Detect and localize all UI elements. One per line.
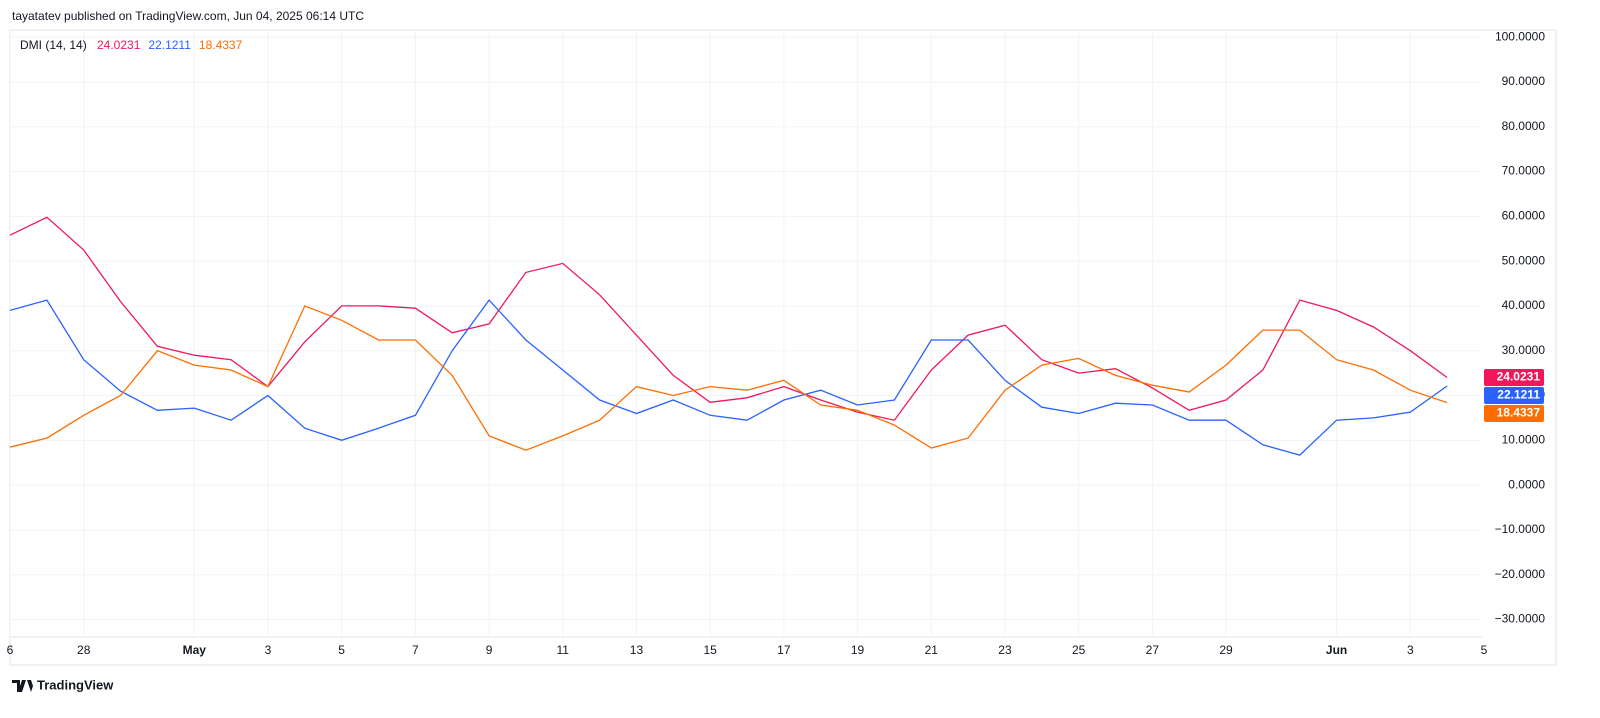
x-tick-label: May: [183, 643, 207, 657]
y-tick-label: 80.0000: [1502, 119, 1546, 133]
dmi-line: [10, 305, 1448, 451]
x-tick-label: 5: [338, 643, 345, 657]
y-tick-label: 50.0000: [1502, 253, 1546, 267]
x-tick-label: 7: [412, 643, 419, 657]
x-tick-label: 23: [998, 643, 1012, 657]
x-tick-label: 29: [1219, 643, 1233, 657]
price-tag: [1484, 369, 1544, 387]
x-tick-label: 21: [925, 643, 939, 657]
x-tick-label: 3: [265, 643, 272, 657]
y-tick-label: −10.0000: [1495, 522, 1546, 536]
logo: [12, 680, 33, 692]
dmi-line: [10, 299, 1448, 456]
y-tick-label: 10.0000: [1502, 433, 1546, 447]
y-tick-label: −30.0000: [1495, 612, 1546, 626]
x-tick-label: 17: [777, 643, 791, 657]
chart-frame: [9, 29, 1557, 666]
footer: TradingView: [37, 677, 114, 692]
x-tick-label: 11: [557, 643, 570, 657]
x-tick-label: 27: [1146, 643, 1160, 657]
header: tayatatev published on TradingView.com, …: [12, 9, 364, 23]
x-tick-label: 6: [7, 643, 14, 657]
x-tick-label: 5: [1481, 643, 1488, 657]
legend-value: 18.4337: [199, 38, 243, 52]
y-tick-label: 30.0000: [1502, 343, 1546, 357]
y-tick-label: 100.0000: [1495, 29, 1545, 43]
price-tag-label: 24.0231: [1497, 370, 1541, 384]
legend-title: DMI (14, 14): [20, 38, 87, 52]
x-tick-label: 13: [630, 643, 644, 657]
x-tick-label: 15: [703, 643, 717, 657]
legend-value: 24.0231: [97, 38, 141, 52]
x-tick-label: 19: [851, 643, 865, 657]
dmi-line: [10, 216, 1448, 421]
x-tick-label: 25: [1072, 643, 1086, 657]
price-tag: [1484, 387, 1544, 405]
x-tick-label: 9: [486, 643, 493, 657]
x-tick-label: 28: [77, 643, 91, 657]
price-tag: [1484, 405, 1544, 423]
price-tag-label: 18.4337: [1497, 406, 1541, 420]
legend-value: 22.1211: [148, 38, 191, 52]
plot: [10, 30, 1482, 637]
y-tick-label: 40.0000: [1502, 298, 1546, 312]
price-tag-label: 22.1211: [1497, 388, 1540, 402]
y-tick-label: −20.0000: [1495, 567, 1546, 581]
y-tick-label: 70.0000: [1502, 164, 1546, 178]
x-tick-label: Jun: [1326, 643, 1347, 657]
x-tick-label: 3: [1407, 643, 1414, 657]
y-tick-label: 60.0000: [1502, 209, 1546, 223]
y-tick-label: 90.0000: [1502, 74, 1546, 88]
y-tick-label: 0.0000: [1508, 477, 1545, 491]
